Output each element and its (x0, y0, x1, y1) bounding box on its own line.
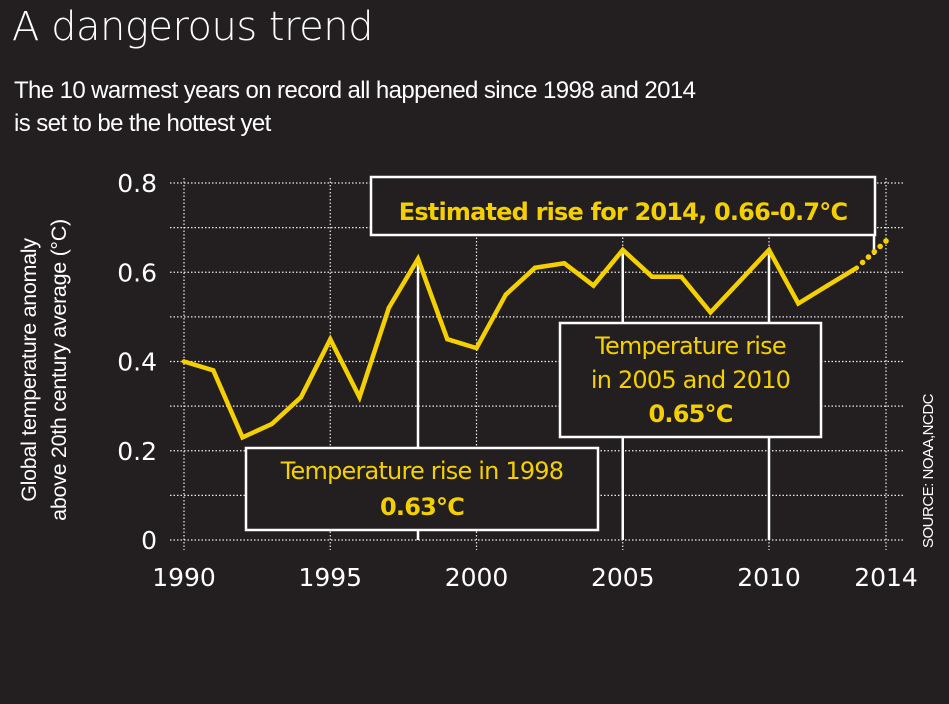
annotation-text: in 2005 and 2010 (591, 366, 790, 394)
y-tick-label: 0.8 (117, 169, 157, 198)
annotation-text: Estimated rise for 2014, 0.66-0.7°C (399, 198, 848, 226)
chart-subtitle: The 10 warmest years on record all happe… (14, 77, 696, 137)
annotation-text: Temperature rise (594, 332, 786, 360)
data-point-2008 (708, 310, 713, 315)
data-point-1993 (269, 421, 274, 427)
annotation-box (244, 446, 600, 532)
data-point-1995 (328, 336, 333, 342)
x-tick-label: 1990 (152, 563, 216, 592)
data-point-2003 (562, 261, 567, 266)
annotation-text: 0.63°C (380, 493, 464, 521)
data-point-1994 (298, 395, 304, 400)
estimate-dot (859, 259, 866, 266)
data-point-1998 (415, 256, 421, 262)
data-point-1991 (211, 368, 216, 373)
data-point-2000 (474, 345, 479, 351)
data-point-2002 (532, 265, 538, 270)
data-point-2001 (503, 292, 508, 297)
data-point-1990 (181, 359, 187, 364)
axis-ticks: 0 0.2 0.4 0.6 0.8 1990 1995 2000 2005 2010 2014 (117, 169, 918, 592)
data-point-2013 (854, 265, 859, 270)
data-point-1997 (386, 305, 391, 311)
estimate-dot (883, 238, 889, 244)
y-tick-label: 0.4 (117, 348, 157, 377)
y-tick-label: 0.6 (117, 258, 157, 287)
data-point-2007 (679, 274, 684, 279)
annotation-estimate-2014: Estimated rise for 2014, 0.66-0.7°C (369, 175, 877, 237)
annotation-rise-1998: Temperature rise in 1998 0.63°C (244, 446, 600, 532)
estimate-dot (865, 254, 872, 260)
annotation-box (558, 321, 823, 439)
y-tick-label: 0 (141, 526, 157, 555)
x-tick-label: 2014 (854, 563, 918, 592)
annotation-rise-2005-2010: Temperature rise in 2005 and 2010 0.65°C (558, 321, 823, 439)
data-point-2010 (766, 247, 772, 253)
y-tick-label: 0.2 (117, 437, 157, 466)
annotation-text: Temperature rise in 1998 (280, 457, 563, 485)
estimate-dot (871, 248, 878, 255)
data-point-1996 (357, 395, 362, 400)
series-line-observed (181, 246, 860, 441)
data-point-2004 (591, 283, 596, 288)
x-tick-label: 2010 (737, 563, 801, 592)
annotation-box (369, 175, 877, 237)
data-point-1992 (240, 435, 245, 440)
chart-title: A dangerous trend (12, 4, 374, 50)
x-tick-label: 2000 (445, 563, 509, 592)
series-lines (181, 238, 889, 441)
data-point-2012 (825, 283, 830, 288)
data-point-2009 (737, 278, 742, 284)
x-tick-label: 2005 (591, 563, 655, 592)
x-tick-label: 1995 (298, 563, 362, 592)
annotations: Estimated rise for 2014, 0.66-0.7°C Tempe… (244, 175, 877, 532)
data-point-2005 (620, 247, 625, 253)
data-point-1999 (445, 336, 450, 342)
data-point-2006 (649, 274, 655, 279)
data-point-2011 (796, 301, 801, 306)
estimate-dot (877, 243, 883, 250)
annotation-text: 0.65°C (648, 400, 732, 428)
